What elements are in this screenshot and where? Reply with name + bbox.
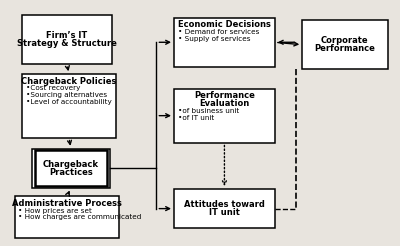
Text: • Demand for services: • Demand for services <box>178 29 259 35</box>
Bar <box>35 150 107 186</box>
Bar <box>22 74 116 138</box>
Text: Administrative Process: Administrative Process <box>12 199 122 208</box>
Text: Performance: Performance <box>314 44 375 53</box>
Text: •of business unit: •of business unit <box>178 108 239 114</box>
Bar <box>174 89 275 143</box>
Text: Firm’s IT: Firm’s IT <box>46 31 88 40</box>
Text: • How prices are set: • How prices are set <box>18 208 92 214</box>
Text: Attitudes toward: Attitudes toward <box>184 200 265 209</box>
Text: •Level of accountability: •Level of accountability <box>26 99 112 105</box>
Text: Practices: Practices <box>49 168 93 177</box>
Text: Economic Decisions: Economic Decisions <box>178 20 271 29</box>
Text: Strategy & Structure: Strategy & Structure <box>17 39 117 48</box>
Text: Chargeback: Chargeback <box>43 160 99 169</box>
Bar <box>22 15 112 64</box>
Bar <box>302 20 388 69</box>
Text: •Sourcing alternatives: •Sourcing alternatives <box>26 92 107 98</box>
Text: • How charges are communicated: • How charges are communicated <box>18 215 142 220</box>
Text: Performance: Performance <box>194 91 255 100</box>
Bar <box>32 149 110 188</box>
Text: Corporate: Corporate <box>321 36 369 45</box>
Text: •Cost recovery: •Cost recovery <box>26 85 81 91</box>
Text: •of IT unit: •of IT unit <box>178 115 214 121</box>
Bar <box>14 196 120 238</box>
Text: • Supply of services: • Supply of services <box>178 36 250 42</box>
Text: Chargeback Policies: Chargeback Policies <box>21 77 117 86</box>
Bar <box>174 18 275 67</box>
Bar <box>174 189 275 228</box>
Text: Evaluation: Evaluation <box>199 99 250 108</box>
Text: IT unit: IT unit <box>209 208 240 217</box>
